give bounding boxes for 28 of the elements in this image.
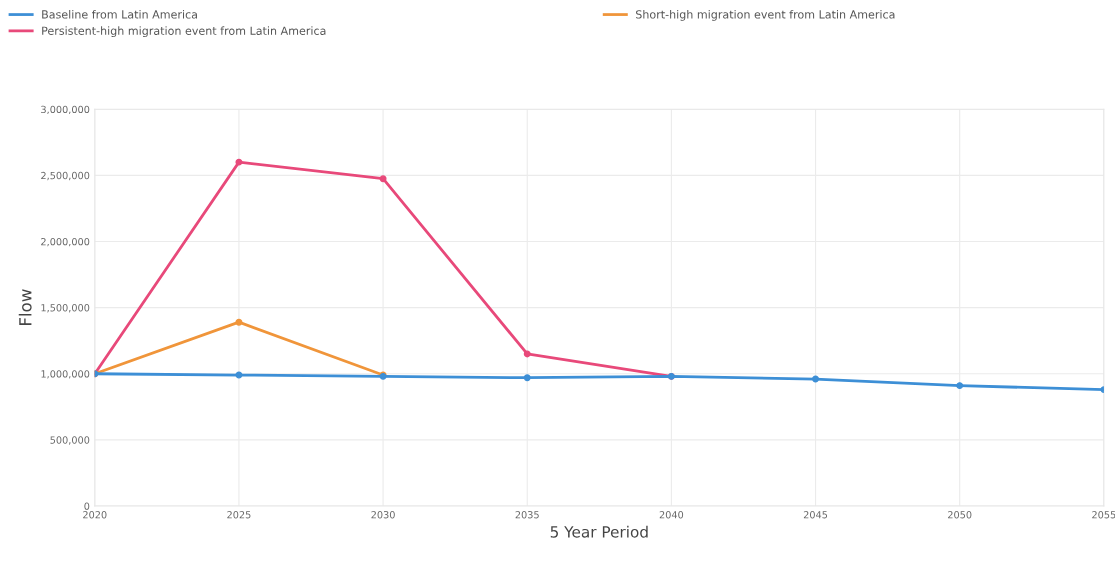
point: [379, 175, 387, 183]
y-tick-label: 0: [84, 502, 90, 510]
y-tick-label: 2,000,000: [41, 237, 90, 247]
point: [235, 371, 243, 379]
point: [812, 375, 820, 383]
y-axis-title: Flow: [18, 289, 32, 326]
x-tick-label: 2035: [515, 511, 539, 519]
x-tick-label: 2025: [227, 511, 251, 519]
point: [956, 382, 964, 390]
point: [235, 158, 243, 166]
x-tick-label: 2020: [83, 511, 107, 519]
legend-label: Persistent-high migration event from Latin America: [42, 26, 326, 38]
point: [523, 374, 531, 382]
x-tick-label: 2030: [371, 511, 395, 519]
y-tick-label: 1,000,000: [41, 370, 90, 379]
point: [235, 318, 243, 326]
y-tick-label: 3,000,000: [41, 105, 90, 115]
y-tick-label: 500,000: [50, 436, 90, 445]
x-axis-title: 5 Year Period: [550, 525, 648, 538]
legend-label: Short-high migration event from Latin America: [636, 10, 895, 21]
x-tick-label: 2040: [659, 511, 684, 519]
y-tick-label: 1,500,000: [41, 304, 90, 313]
point: [523, 350, 531, 358]
x-tick-label: 2055: [1092, 511, 1115, 519]
x-tick-label: 2050: [948, 511, 972, 519]
y-tick-label: 2,500,000: [41, 171, 90, 181]
legend-label: Baseline from Latin America: [42, 10, 197, 19]
x-tick-label: 2045: [803, 511, 828, 519]
